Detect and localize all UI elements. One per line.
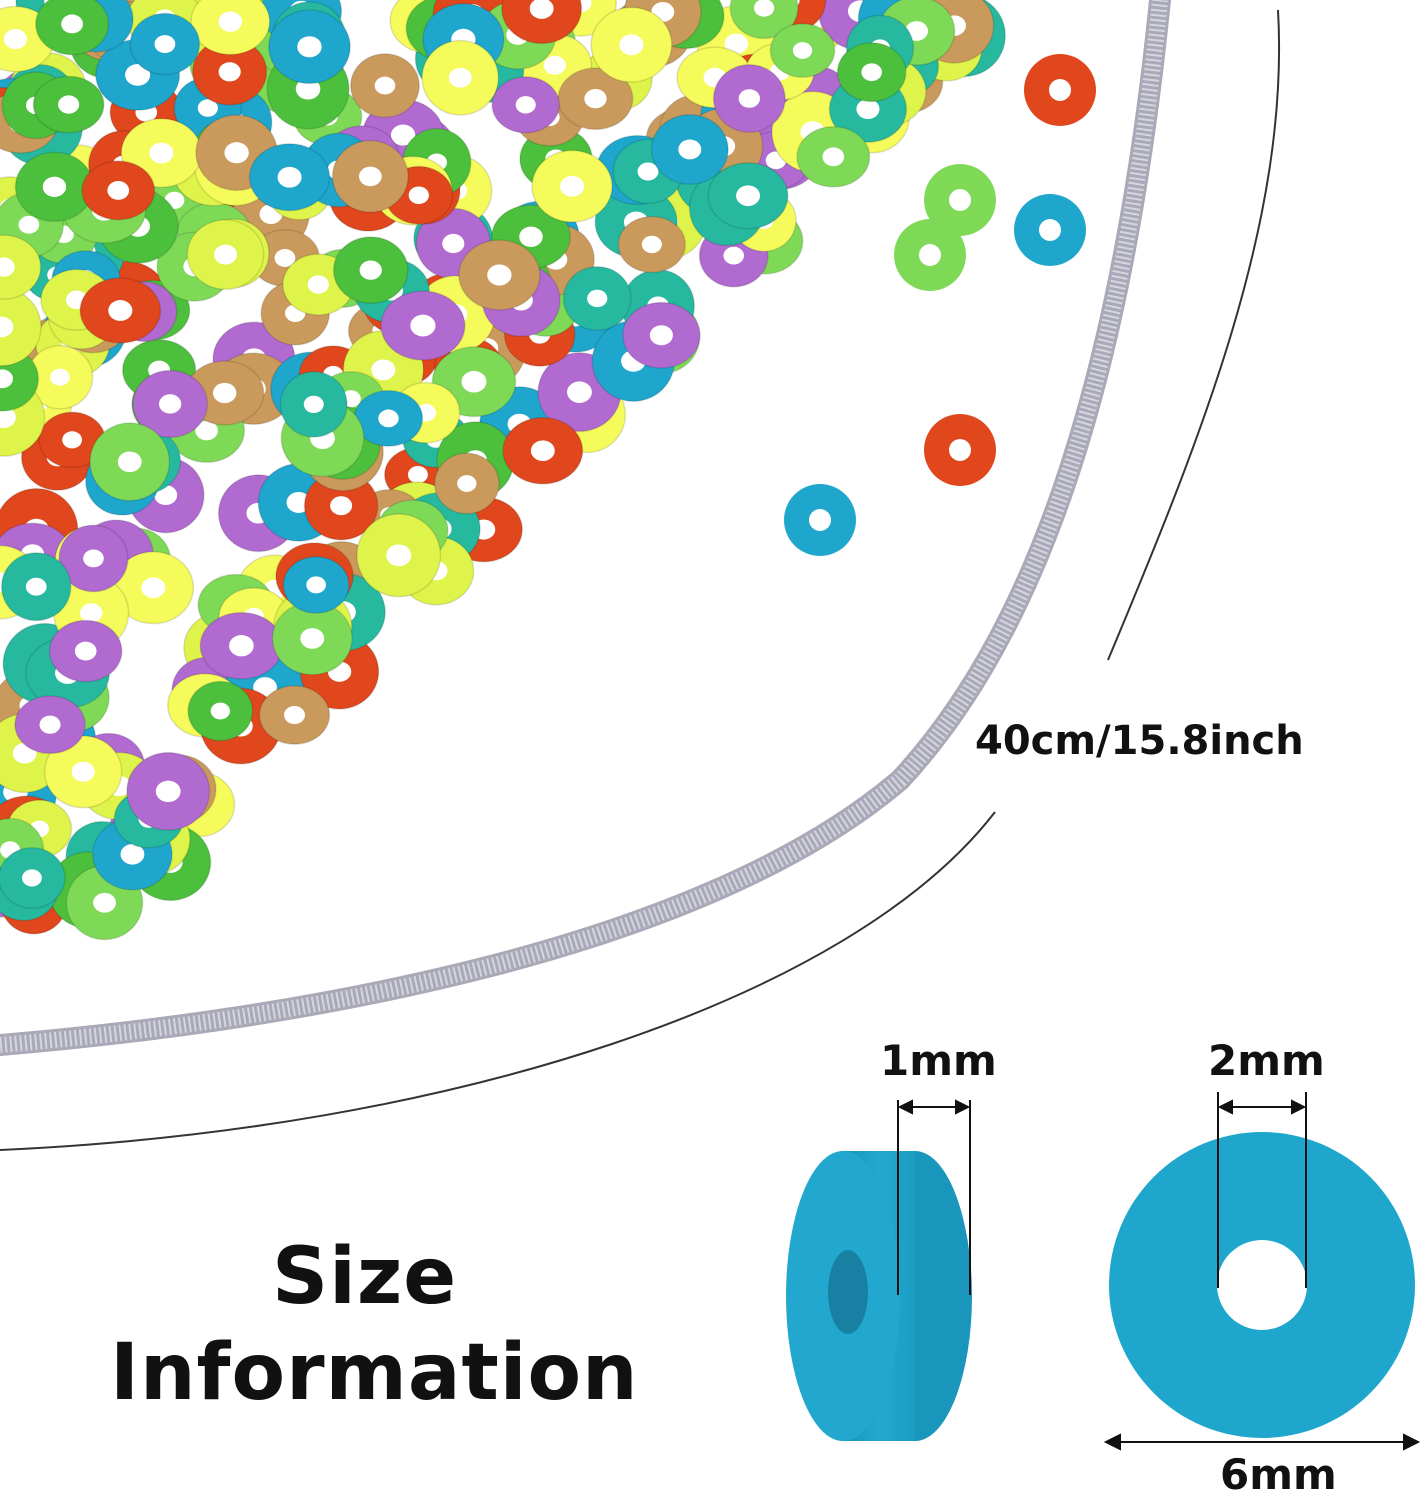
bead: [14, 151, 95, 223]
bead: [0, 552, 72, 622]
bead: [622, 301, 701, 369]
bead: [1024, 54, 1096, 126]
bead: [353, 389, 424, 447]
bead: [199, 611, 284, 680]
bead: [81, 160, 156, 221]
bead: [332, 236, 409, 305]
bead: [186, 219, 265, 291]
bead: [707, 162, 789, 230]
bead: [112, 551, 195, 625]
bead: [32, 75, 105, 134]
bead: [531, 149, 613, 223]
bead: [268, 9, 351, 85]
bead: [796, 125, 871, 188]
bead: [129, 12, 201, 76]
bead: [43, 735, 123, 809]
bead: [0, 846, 66, 909]
bead: [79, 277, 162, 344]
bead: [924, 414, 996, 486]
bead: [380, 290, 466, 361]
bead: [48, 619, 123, 683]
bead: [557, 67, 634, 131]
strand-length-label: 40cm/15.8inch: [975, 718, 1304, 764]
bead: [187, 680, 254, 742]
size-title-line1: Size: [272, 1232, 458, 1322]
bead: [769, 23, 836, 78]
bead: [458, 239, 541, 311]
bead: [14, 695, 86, 755]
thickness-label: 1mm: [880, 1036, 997, 1085]
bead: [617, 215, 687, 274]
bead: [38, 411, 106, 469]
bead: [190, 0, 271, 56]
bead: [356, 513, 442, 598]
thickness-dimension-lines: [897, 1099, 971, 1295]
bead: [784, 484, 856, 556]
bead: [562, 265, 632, 331]
bead-side-view: [786, 1151, 972, 1441]
lower-guide-arc: [0, 811, 996, 1151]
bead: [349, 53, 420, 119]
bead: [924, 164, 996, 236]
outer-guide-arc: [1107, 9, 1281, 661]
bead: [712, 64, 786, 133]
bead: [132, 369, 209, 439]
bead: [331, 139, 409, 213]
bead: [491, 76, 561, 134]
bead: [0, 234, 42, 300]
bead: [0, 287, 42, 367]
bead: [502, 416, 584, 485]
bead: [1014, 194, 1086, 266]
outer-diameter-label: 6mm: [1220, 1450, 1337, 1499]
bead: [590, 6, 673, 83]
bead-front-view: [1109, 1132, 1415, 1438]
bead: [433, 452, 500, 515]
bead-pile: [0, 0, 1096, 941]
bead: [258, 685, 331, 745]
bead: [89, 422, 171, 502]
bead: [836, 42, 907, 103]
bead: [421, 39, 500, 116]
bead: [282, 555, 350, 614]
outer-dimension-lines: [1103, 1433, 1421, 1451]
bead: [35, 0, 110, 56]
bead: [279, 370, 348, 438]
hole-diameter-label: 2mm: [1208, 1036, 1325, 1085]
size-title-line2: Information: [110, 1328, 639, 1418]
hole-dimension-lines: [1217, 1092, 1307, 1288]
bead: [729, 0, 799, 40]
bead-strand: [0, 0, 1171, 1056]
bead: [58, 524, 129, 593]
bead: [501, 0, 583, 45]
bead: [894, 219, 966, 291]
bead: [126, 751, 211, 831]
bead: [650, 114, 729, 185]
bead: [248, 143, 331, 212]
